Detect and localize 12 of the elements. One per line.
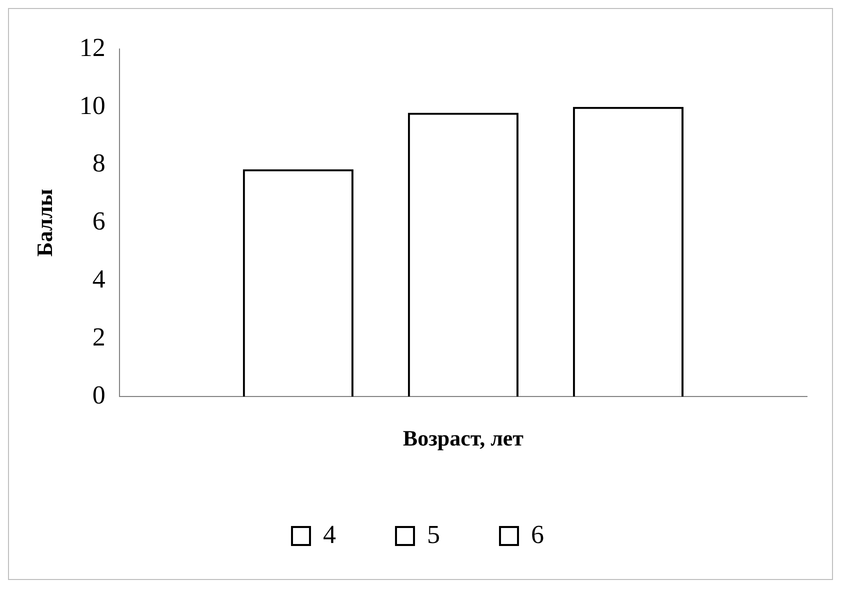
y-tick-label: 10: [79, 90, 106, 120]
y-axis-title: Баллы: [32, 188, 57, 257]
legend-label: 4: [323, 520, 336, 549]
y-tick-label: 2: [92, 322, 106, 352]
y-tick-label: 0: [92, 380, 106, 410]
legend-label: 6: [531, 520, 544, 549]
y-tick-label: 6: [92, 206, 106, 236]
legend-label: 5: [427, 520, 440, 549]
y-tick-label: 8: [92, 148, 106, 178]
y-tick-label: 12: [79, 32, 106, 62]
x-axis-title: Возраст, лет: [402, 425, 524, 450]
y-tick-label: 4: [92, 264, 106, 294]
